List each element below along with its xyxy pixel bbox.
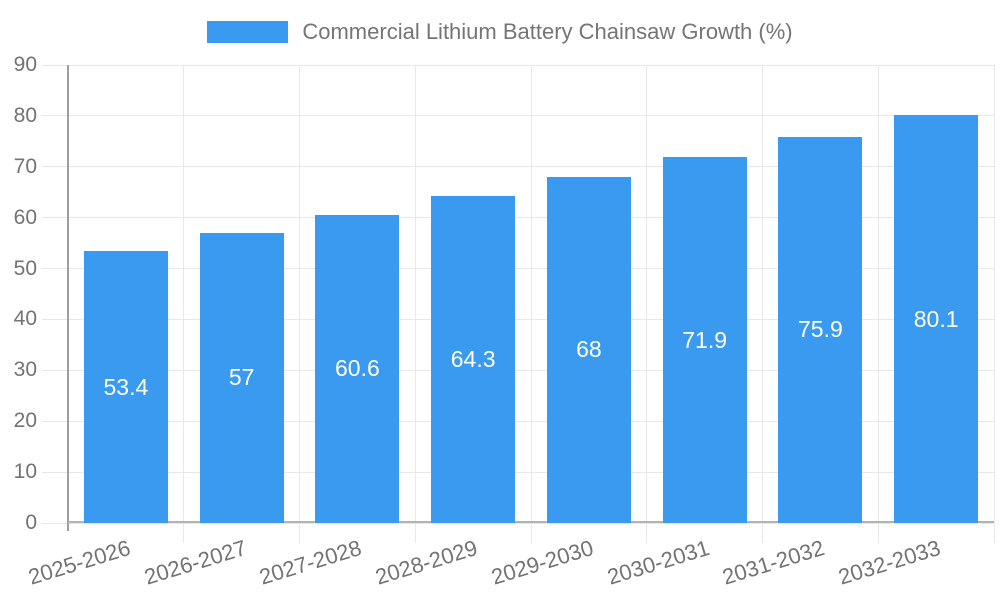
bar[interactable]: 53.4 xyxy=(83,251,168,523)
bar-value-label: 53.4 xyxy=(103,373,149,400)
bar[interactable]: 60.6 xyxy=(315,214,400,523)
bar-value-label: 57 xyxy=(228,364,255,391)
y-tick-label: 10 xyxy=(13,460,37,484)
h-gridline xyxy=(42,166,994,168)
legend-swatch-icon xyxy=(207,21,289,43)
y-axis-line xyxy=(67,65,69,531)
legend-label: Commercial Lithium Battery Chainsaw Grow… xyxy=(302,19,793,44)
bar[interactable]: 64.3 xyxy=(431,195,516,523)
h-gridline xyxy=(42,471,994,473)
y-tick-label: 20 xyxy=(13,409,37,433)
y-tick-label: 50 xyxy=(13,256,37,280)
bar-value-label: 60.6 xyxy=(334,355,380,382)
bar[interactable]: 80.1 xyxy=(894,115,979,523)
h-gridline xyxy=(42,318,994,320)
v-gridline xyxy=(530,65,532,543)
y-tick-label: 60 xyxy=(13,205,37,229)
bar-value-label: 75.9 xyxy=(797,316,843,343)
v-gridline xyxy=(877,65,879,543)
h-gridline xyxy=(42,268,994,270)
bar-value-label: 80.1 xyxy=(913,305,959,332)
v-gridline xyxy=(183,65,185,543)
bar[interactable]: 75.9 xyxy=(778,136,863,523)
bar-value-label: 64.3 xyxy=(450,345,496,372)
x-axis-line xyxy=(68,521,994,523)
v-gridline xyxy=(762,65,763,543)
h-gridline xyxy=(42,217,994,219)
legend[interactable]: Commercial Lithium Battery Chainsaw Grow… xyxy=(0,19,1000,44)
bar[interactable]: 68 xyxy=(546,176,631,523)
v-gridline xyxy=(646,65,648,543)
y-tick-label: 0 xyxy=(25,511,37,534)
h-gridline xyxy=(42,115,994,117)
h-gridline xyxy=(42,369,994,371)
bar[interactable]: 71.9 xyxy=(662,157,747,523)
y-tick-label: 70 xyxy=(13,154,37,178)
plot-area: 0 10 20 30 40 50 60 70 80 90 53.4 2025-2026 57 2026-2… xyxy=(14,53,995,590)
y-tick-label: 40 xyxy=(13,307,37,331)
bar-value-label: 71.9 xyxy=(682,326,727,353)
y-tick-label: 30 xyxy=(13,358,37,382)
h-gridline xyxy=(42,64,994,66)
bar[interactable]: 57 xyxy=(199,232,284,523)
h-gridline xyxy=(42,522,994,524)
bar-value-label: 68 xyxy=(576,336,602,363)
v-gridline xyxy=(414,65,416,543)
h-gridline xyxy=(42,420,994,422)
v-gridline xyxy=(993,65,995,543)
y-tick-label: 80 xyxy=(13,103,37,127)
v-gridline xyxy=(299,65,300,543)
y-tick-label: 90 xyxy=(13,53,37,76)
